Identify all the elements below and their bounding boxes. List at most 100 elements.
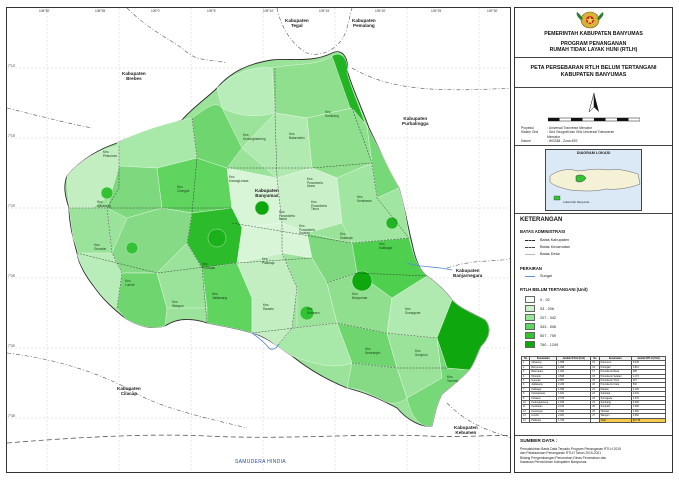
label-kabupaten-pemalang: Kabupaten Pemalang: [352, 18, 376, 29]
legend-title: KETERANGAN: [520, 217, 563, 223]
datum-value: : WGS84 , Zona 49S: [547, 138, 578, 143]
class-swatch: [525, 332, 535, 339]
projection-key: Proyeksi: [521, 126, 534, 130]
header-line-1: PEMERINTAH KABUPATEN BANYUMAS: [544, 31, 643, 37]
legend-item-label: Sungai: [540, 274, 552, 278]
kec-label: Kec. Rawalo: [263, 303, 274, 311]
table-row: 7 Kalibagor 1.365 21 Rawalo 2.126: [520, 386, 667, 393]
kec-label: Kec. Lumbir: [125, 279, 135, 287]
legend-sungai: Sungai: [525, 274, 552, 278]
kec-label: Kec. Sokaraja: [340, 232, 353, 240]
legend-item-label: Batas Kecamatan: [540, 245, 570, 249]
legend-class-item: 760 - 1249: [525, 341, 558, 348]
left-tick-label: 7°10': [8, 64, 16, 68]
table-header: No: [590, 355, 600, 362]
class-label: 93 - 206: [540, 306, 554, 311]
kec-label: Kec. Banyumas: [352, 292, 368, 300]
source-line: dan Pelaksanaan Penanganan RTLH Tahun 20…: [520, 451, 602, 456]
kec-label: Kec. Ajibarang: [97, 200, 111, 208]
rivers: [251, 262, 453, 350]
left-tick-label: 7°20': [8, 204, 16, 208]
scale-bar-icon: [548, 117, 640, 122]
legend-item-label: Batas Kabupaten: [540, 238, 570, 242]
kec-label: Kec. Cilongok: [177, 185, 190, 193]
location-title: DIAGRAM LOKASI: [576, 151, 611, 155]
table-cell: Purwokerto Timur: [598, 377, 632, 384]
kec-label: Kec. Somagede: [405, 307, 421, 315]
header-text: PEMERINTAH KABUPATEN BANYUMAS PROGRAM PE…: [515, 31, 672, 54]
class-swatch: [525, 341, 535, 348]
kec-label: Kec. Jatilawang: [212, 292, 228, 300]
table-header: Kecamatan: [598, 355, 632, 362]
coastline: [7, 434, 510, 444]
table-cell: 1.790: [556, 417, 592, 424]
kec-label: Kec. Pekuncen: [103, 150, 118, 158]
kec-label: Kec. Kemranjen: [365, 347, 381, 355]
left-tick-label: 7°35': [8, 414, 16, 418]
kec-label: Kec. Patikraja: [262, 257, 275, 265]
map-area: 108°50' 108°55' 109°0' 109°5' 109°10' 109°15'…: [6, 7, 511, 473]
kecamatan-line-icon: [525, 246, 535, 248]
source-line: Pemutakhiran Basis Data Terpadu Program …: [520, 447, 621, 451]
datum-key: Datum: [521, 138, 531, 143]
table-header-row: No Kecamatan Jumlah RTLH (Unit) No Kecam…: [520, 355, 667, 362]
label-kabupaten-tegal: Kabupaten Tegal: [285, 18, 309, 29]
north-arrow-icon: [588, 92, 599, 113]
legend-class-item: 93 - 206: [525, 305, 554, 312]
projection-info: Proyeksi: Universal Tranverse Mercator S…: [521, 126, 667, 143]
class-swatch: [525, 323, 535, 330]
label-kabupaten-banyumas: Kabupaten Banyumas: [255, 188, 279, 199]
kec-label: Kec. Tambak: [447, 375, 459, 383]
kec-label: Kec. Sumbang: [325, 110, 339, 118]
table-row: 14 Patikraja 1.790 Total 50.779: [520, 417, 667, 424]
kec-label: Kec. Purwokerto Timur: [311, 200, 328, 212]
legend-class-item: 0 - 92: [525, 296, 550, 303]
kec-label: Kec. Wangon: [172, 300, 184, 308]
map-title-line-1: PETA PERSEBARAN RTLH BELUM TERTANGANI: [530, 65, 657, 71]
table-cell: Purwokerto Selatan: [598, 373, 632, 380]
top-tick-label: 109°10': [263, 9, 274, 13]
map-title-section: PETA PERSEBARAN RTLH BELUM TERTANGANI KA…: [515, 58, 672, 88]
sea-label: SAMUDERA HINDIA: [235, 459, 286, 465]
table-header: No: [520, 355, 531, 362]
label-kabupaten-cilacap: Kabupaten Cilacap: [117, 386, 141, 397]
top-tick-label: 109°15': [319, 9, 330, 13]
source-line: Kawasan Permukiman Kabupaten Banyumas: [520, 459, 587, 464]
class-label: 760 - 1249: [540, 342, 559, 347]
legend-batas-kecamatan: Batas Kecamatan: [525, 245, 570, 249]
banyumas-map: [7, 8, 510, 472]
desa-line-icon: [525, 253, 535, 255]
table-row: 10 Kedungbanteng 1.649 24 Sumbang 3.290: [520, 400, 667, 406]
table-cell: [590, 417, 600, 424]
table-cell: 50.779: [630, 417, 667, 424]
legend-section: KETERANGAN BATAS ADMINISTRASI Batas Kabu…: [515, 214, 672, 436]
legend-class-item: 507 - 759: [525, 332, 556, 339]
table-body: 1 Ajibarang 1.568 15 Pekuncen 3.045 2 Banyumas 1…: [520, 360, 667, 424]
rtlh-table: No Kecamatan Jumlah RTLH (Unit) No Kecam…: [520, 355, 667, 424]
legend-batas-desa: Batas Desa: [525, 252, 560, 256]
top-tick-label: 109°20': [375, 9, 386, 13]
rtlh-legend-title: RTLH BELUM TERTANGANI (Unit): [520, 287, 588, 292]
class-swatch: [525, 305, 535, 312]
location-diagram-section: DIAGRAM LOKASI Lokasi Kab. Banyumas: [515, 146, 672, 214]
compass-section: Proyeksi: Universal Tranverse Mercator S…: [515, 88, 672, 146]
kec-label: Kec. Purwojati: [202, 262, 216, 270]
label-kabupaten-kebumen: Kabupaten Kebumen: [454, 425, 478, 436]
table-cell: Total: [598, 417, 632, 424]
legend-panel: PEMERINTAH KABUPATEN BANYUMAS PROGRAM PE…: [514, 7, 673, 473]
class-label: 343 - 506: [540, 324, 557, 329]
legend-class-item: 207 - 342: [525, 314, 556, 321]
water-title: PERAIRAN: [520, 266, 542, 271]
class-label: 507 - 759: [540, 333, 557, 338]
kec-label: Kec. Kebasen: [307, 307, 320, 315]
location-inset-map: DIAGRAM LOKASI Lokasi Kab. Banyumas: [545, 149, 642, 211]
legend-item-label: Batas Desa: [540, 252, 560, 256]
location-inset-note: Lokasi Kab. Banyumas: [563, 201, 590, 204]
kec-label: Kec. KarangLewas: [229, 175, 249, 183]
projection-value: : Universal Tranverse Mercator: [547, 126, 593, 130]
table-cell: Purwokerto Utara: [598, 382, 632, 388]
java-island-inset: [549, 168, 641, 201]
source-section: SUMBER DATA : Pemutakhiran Basis Data Te…: [515, 436, 672, 472]
top-tick-label: 108°50': [39, 9, 50, 13]
class-swatch: [525, 314, 535, 321]
